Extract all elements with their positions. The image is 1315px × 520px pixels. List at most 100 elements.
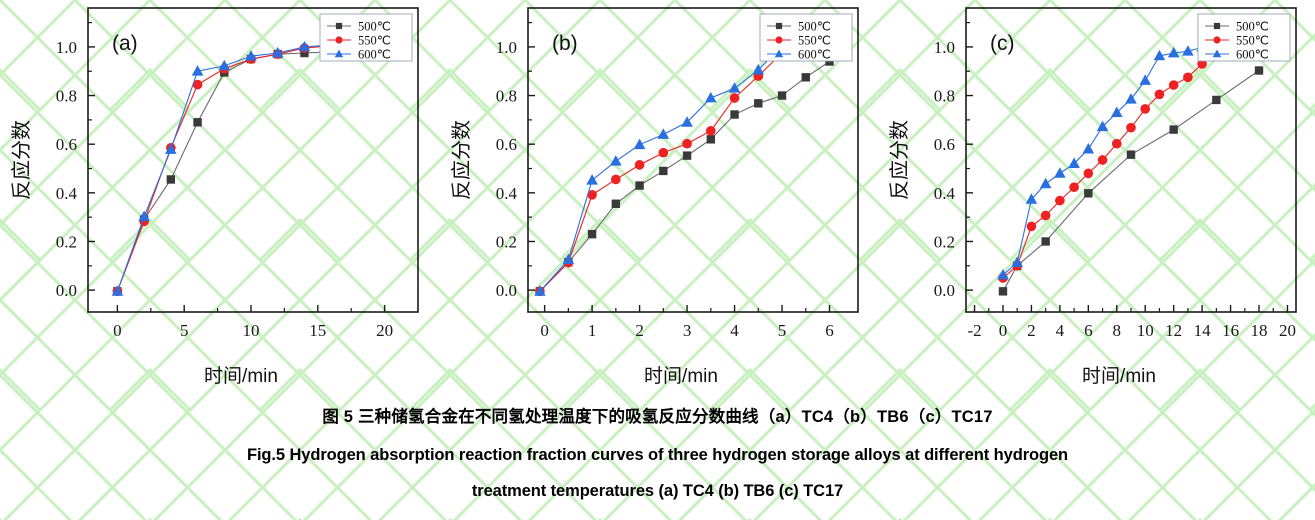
series-line (539, 41, 830, 292)
series-550℃ (535, 39, 835, 297)
data-point (682, 151, 692, 160)
x-tick-label: 10 (1137, 321, 1154, 340)
caption-chinese: 图 5 三种储氢合金在不同氢处理温度下的吸氢反应分数曲线（a）TC4（b）TB6… (322, 408, 993, 426)
legend-marker (335, 22, 343, 30)
data-point (682, 138, 692, 149)
plot-b: 0 1 2 3 4 5 6 0.0 0.2 0.4 0.6 0.8 1.0 (b) 500℃550℃600℃… (450, 7, 859, 387)
data-point (1039, 177, 1052, 189)
data-point (705, 91, 717, 103)
data-point (611, 199, 621, 208)
legend-label: 600℃ (358, 48, 391, 62)
panel-label: (b) (552, 32, 578, 55)
x-tick-label: 2 (635, 321, 644, 340)
data-point (659, 166, 668, 176)
legend-marker (775, 22, 783, 30)
panel-label: (a) (112, 32, 138, 55)
x-axis-title: 时间/min (644, 365, 718, 387)
data-point (777, 91, 787, 100)
data-point (1168, 80, 1179, 90)
chart-panel-c: -2 0 2 4 6 8 10 12 14 16 18 20 0.0 0.2 0.4 0.6 0.8 1.0 (c)… (878, 0, 1315, 400)
y-axis-ticks: 0.0 0.2 0.4 0.6 0.8 1.0 (496, 21, 535, 300)
y-tick-label: 0.6 (496, 135, 517, 154)
data-point (166, 175, 176, 184)
data-point (1097, 155, 1108, 165)
series-600℃ (111, 38, 364, 296)
data-point (611, 174, 621, 185)
y-axis-title: 反应分数 (10, 120, 33, 200)
y-tick-label: 0.4 (56, 184, 78, 203)
x-tick-label: 18 (1251, 321, 1268, 340)
data-point (1040, 210, 1051, 221)
data-point (1082, 142, 1095, 154)
y-axis-title: 反应分数 (450, 120, 473, 200)
data-point (587, 229, 597, 239)
x-tick-label: 4 (730, 321, 739, 340)
caption-english-line2: treatment temperatures (a) TC4 (b) TB6 (… (471, 482, 844, 500)
figure-panels: 0 5 10 15 20 0.0 0.2 0.4 0.6 0.8 1.0 (a) 500℃ 550℃ 600… (10, 0, 1315, 400)
series-550℃ (998, 40, 1222, 283)
plot-c: -2 0 2 4 6 8 10 12 14 16 18 20 0.0 0.2 0.4 0.6 0.8 1.0 (c)… (888, 7, 1297, 387)
data-point (728, 82, 741, 93)
data-point (801, 73, 810, 82)
y-tick-label: 1.0 (56, 38, 77, 57)
data-point (1054, 167, 1066, 178)
legend-label: 600℃ (798, 48, 831, 62)
data-point (1126, 150, 1136, 159)
data-point (706, 135, 716, 144)
data-point (1169, 125, 1178, 134)
caption-english-line1: Fig.5 Hydrogen absorption reaction fract… (246, 445, 1069, 464)
x-tick-label: 0 (113, 321, 122, 340)
x-tick-label: 0 (999, 321, 1008, 340)
series-line (116, 44, 358, 292)
y-tick-label: 0.0 (56, 281, 77, 300)
legend-label: 500℃ (798, 20, 831, 34)
data-point (1154, 89, 1165, 100)
legend-label: 600℃ (1236, 48, 1269, 62)
data-point (1254, 66, 1264, 75)
data-point (998, 287, 1008, 296)
data-point (634, 160, 645, 170)
data-point (1041, 237, 1050, 246)
legend-label: 500℃ (358, 20, 391, 34)
legend-label: 550℃ (1236, 34, 1269, 48)
x-tick-label: 3 (683, 321, 692, 340)
data-point (1069, 182, 1079, 193)
plot-a: 0 5 10 15 20 0.0 0.2 0.4 0.6 0.8 1.0 (a) 500℃550℃600… (10, 7, 419, 387)
data-point (729, 93, 740, 103)
x-tick-label: 6 (825, 321, 834, 340)
data-point (193, 118, 202, 127)
data-point (657, 128, 670, 139)
data-point (1140, 104, 1151, 114)
legend-label: 550℃ (798, 34, 831, 48)
y-tick-label: 0.4 (496, 184, 518, 203)
y-axis-ticks: 0.0 0.2 0.4 0.6 0.8 1.0 (56, 21, 95, 300)
y-tick-label: 1.0 (934, 38, 955, 57)
x-tick-label: 10 (242, 321, 259, 340)
series-550℃ (112, 39, 363, 297)
x-tick-label: 5 (180, 321, 189, 340)
y-tick-label: 1.0 (496, 38, 517, 57)
x-axis-title: 时间/min (1082, 365, 1156, 387)
data-point (1084, 189, 1093, 198)
x-axis-ticks: 0 1 2 3 4 5 6 (540, 305, 834, 340)
x-tick-label: 14 (1194, 321, 1212, 340)
legend-marker (335, 36, 343, 44)
y-tick-label: 0.6 (934, 135, 955, 154)
data-point (1126, 122, 1136, 133)
series-line (116, 43, 385, 292)
data-point (610, 155, 622, 166)
data-point (754, 99, 763, 108)
data-point (730, 110, 739, 119)
y-tick-label: 0.8 (934, 87, 955, 106)
y-tick-label: 0.8 (56, 87, 77, 106)
legend-marker (1213, 36, 1221, 44)
x-tick-label: 20 (376, 321, 393, 340)
series-600℃ (534, 35, 836, 296)
series-500℃ (113, 40, 389, 296)
y-tick-label: 0.2 (934, 232, 955, 251)
y-tick-label: 0.0 (934, 281, 955, 300)
x-tick-label: 12 (1165, 321, 1182, 340)
data-point (635, 181, 644, 190)
x-tick-label: 5 (778, 321, 787, 340)
